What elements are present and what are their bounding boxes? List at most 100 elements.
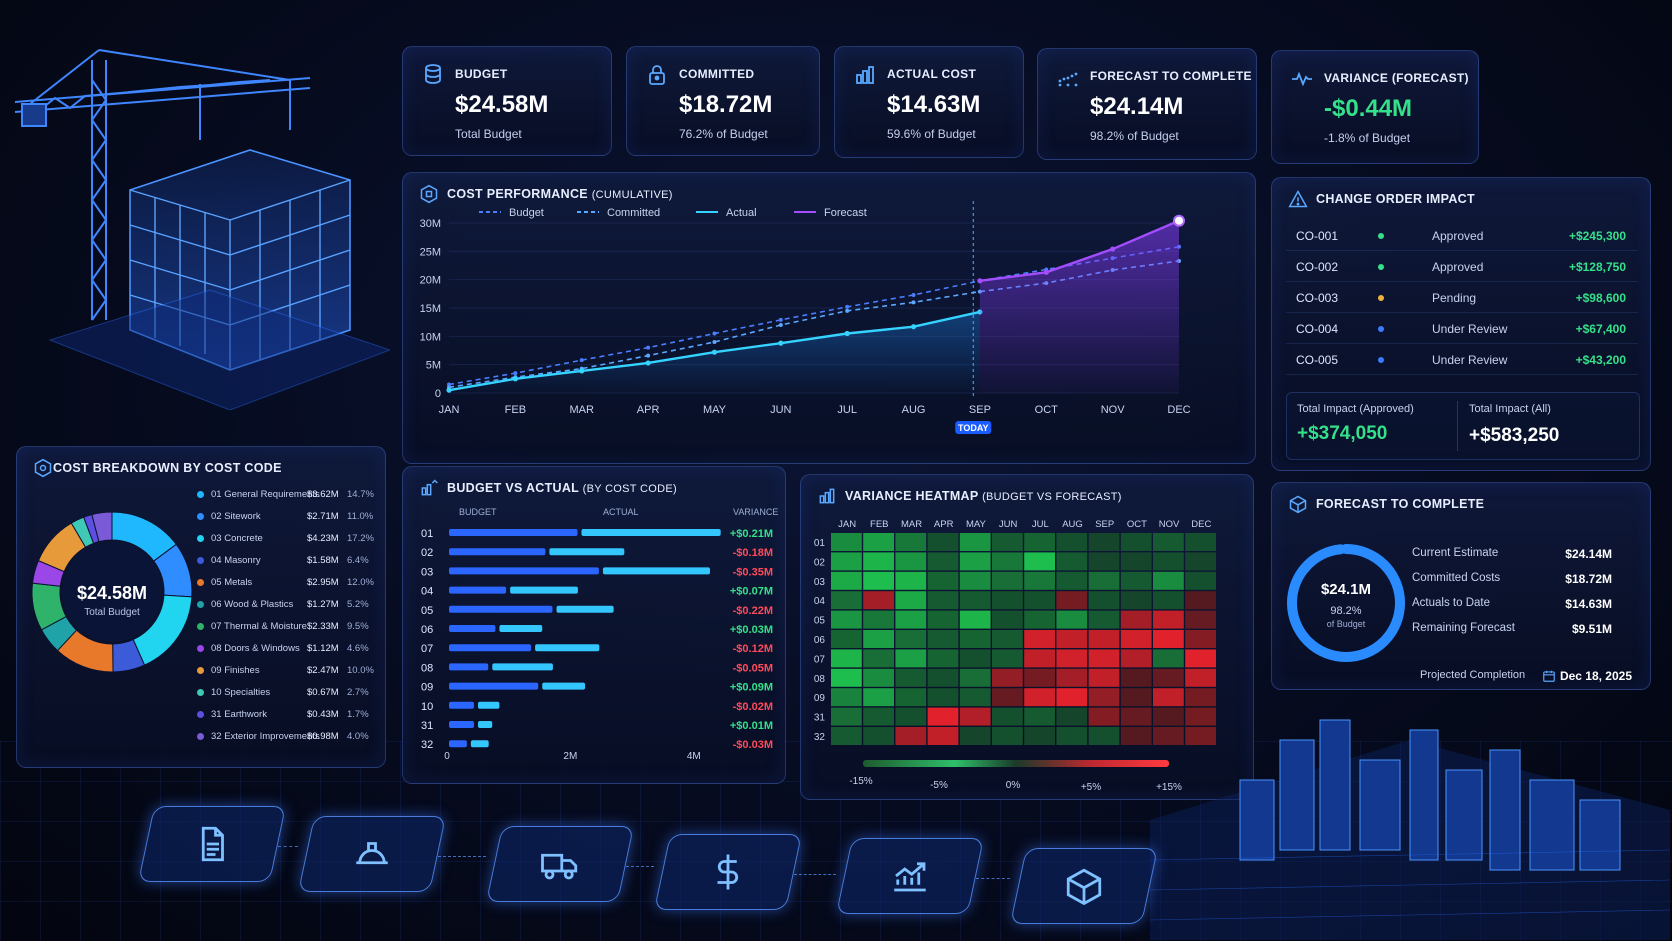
heatmap-cell [1088, 610, 1120, 629]
total-approved-value: +$374,050 [1297, 423, 1388, 444]
heatmap-cell [831, 533, 862, 551]
cost-breakdown-donut [31, 511, 193, 673]
heatmap-cell [831, 688, 862, 707]
kpi-committed-card[interactable]: COMMITTED $18.72M 76.2% of Budget [626, 46, 820, 156]
series-line-committed [448, 260, 1180, 389]
workflow-tile[interactable] [653, 834, 803, 910]
legend-value: $2.47M [307, 665, 339, 676]
change-order-row[interactable]: CO-002 Approved +$128,750 [1286, 253, 1638, 282]
x-tick-label: 0 [444, 751, 450, 762]
heatmap-cell [1185, 707, 1216, 726]
box-icon [1066, 868, 1102, 906]
y-tick-label: 25M [420, 246, 441, 258]
series-point-forecast [977, 278, 983, 284]
workflow-tile[interactable] [485, 826, 635, 902]
legend-item: 31 Earthwork $0.43M 1.7% [197, 707, 377, 725]
budget-bar [449, 548, 546, 556]
heatmap-cell [1185, 552, 1216, 571]
heatmap-code-label: 32 [814, 732, 826, 743]
heatmap-cell [959, 668, 991, 687]
budget-bar [449, 682, 539, 690]
heatmap-cell [895, 727, 927, 745]
change-order-row[interactable]: CO-003 Pending +$98,600 [1286, 284, 1638, 313]
workflow-tile[interactable] [835, 838, 985, 914]
heatmap-cell [863, 707, 894, 726]
heatmap-cell [927, 533, 959, 551]
legend-swatch [197, 667, 204, 674]
variance-value: -$0.03M [733, 739, 773, 751]
row-code: 08 [421, 662, 433, 674]
legend-item: 04 Masonry $1.58M 6.4% [197, 553, 377, 571]
donut-slice [91, 511, 113, 543]
heatmap-cell [959, 688, 991, 707]
kpi-budget-card[interactable]: BUDGET $24.58M Total Budget [402, 46, 612, 156]
heatmap-cell [1120, 571, 1152, 590]
actual-bar [556, 605, 614, 613]
ring-sub: of Budget [1326, 619, 1366, 629]
legend-value: $2.71M [307, 511, 339, 522]
kpi-subtext: -1.8% of Budget [1324, 131, 1411, 145]
series-point-committed [911, 300, 916, 305]
legend-item: 06 Wood & Plastics $1.27M 5.2% [197, 597, 377, 615]
heatmap-cell [895, 571, 927, 590]
heatmap-cell [1153, 552, 1184, 571]
totals-divider [1457, 401, 1458, 451]
legend-swatch [197, 557, 204, 564]
kpi-actual-card[interactable]: ACTUAL COST $14.63M 59.6% of Budget [834, 46, 1024, 158]
heatmap-cell [831, 552, 862, 571]
heatmap-cell [831, 707, 862, 726]
kpi-forecast-card[interactable]: FORECAST TO COMPLETE $24.14M 98.2% of Bu… [1037, 48, 1257, 160]
legend-swatch [197, 579, 204, 586]
heatmap-cell [1024, 707, 1055, 726]
change-order-row[interactable]: CO-001 Approved +$245,300 [1286, 222, 1638, 251]
heatmap-cell [1056, 571, 1088, 590]
row-code: 06 [421, 624, 433, 636]
panel-title: FORECAST TO COMPLETE [1316, 497, 1485, 511]
budget-bar [449, 740, 467, 748]
calendar-icon [1543, 670, 1555, 682]
heatmap-cell [992, 610, 1023, 629]
forecast-end-marker [1173, 214, 1185, 227]
kpi-label: FORECAST TO COMPLETE [1090, 69, 1252, 83]
series-point-forecast [1043, 269, 1049, 275]
heatmap-cell [863, 668, 894, 687]
series-point-forecast [1110, 246, 1116, 252]
x-tick-label: JUL [837, 404, 857, 416]
row-code: 05 [421, 605, 433, 617]
workflow-tile[interactable] [137, 806, 287, 882]
heatmap-cell [927, 571, 959, 590]
change-order-amount: +$245,300 [1568, 229, 1626, 243]
heatmap-cell [992, 591, 1023, 610]
heatmap-cell [1185, 591, 1216, 610]
kpi-variance-card[interactable]: VARIANCE (FORECAST) -$0.44M -1.8% of Bud… [1271, 50, 1479, 164]
change-order-status: Approved [1432, 229, 1484, 243]
heatmap-cell [992, 571, 1023, 590]
heatmap-cell [927, 649, 959, 668]
legend-percent: 2.7% [347, 687, 369, 698]
heatmap-cell [1185, 610, 1216, 629]
row-code: 32 [421, 739, 433, 751]
change-order-id: CO-003 [1296, 291, 1339, 305]
heatmap-month-label: AUG [1062, 519, 1083, 530]
heatmap-cell [863, 688, 894, 707]
heatmap-cell [1153, 591, 1184, 610]
change-order-row[interactable]: CO-005 Under Review +$43,200 [1286, 346, 1638, 375]
heatmap-cell [992, 688, 1023, 707]
change-order-amount: +$67,400 [1575, 322, 1626, 336]
heatmap-cell [1088, 552, 1120, 571]
series-point-budget [513, 371, 518, 376]
x-tick-label: AUG [902, 404, 926, 416]
series-point-committed [778, 323, 783, 327]
workflow-tile[interactable] [1009, 848, 1159, 924]
city-illustration [1150, 719, 1670, 940]
heatmap-cell [959, 630, 991, 648]
legend-value: $0.67M [307, 687, 339, 698]
panel-title-text: BUDGET VS ACTUAL [447, 481, 579, 495]
donut-center-value: $24.58M [76, 583, 148, 603]
workflow-tile[interactable] [297, 816, 447, 892]
heatmap-code-label: 01 [814, 538, 826, 549]
change-order-row[interactable]: CO-004 Under Review +$67,400 [1286, 315, 1638, 344]
legend-name: 06 Wood & Plastics [211, 599, 294, 610]
kpi-label: VARIANCE (FORECAST) [1324, 71, 1469, 85]
status-dot [1378, 357, 1384, 363]
